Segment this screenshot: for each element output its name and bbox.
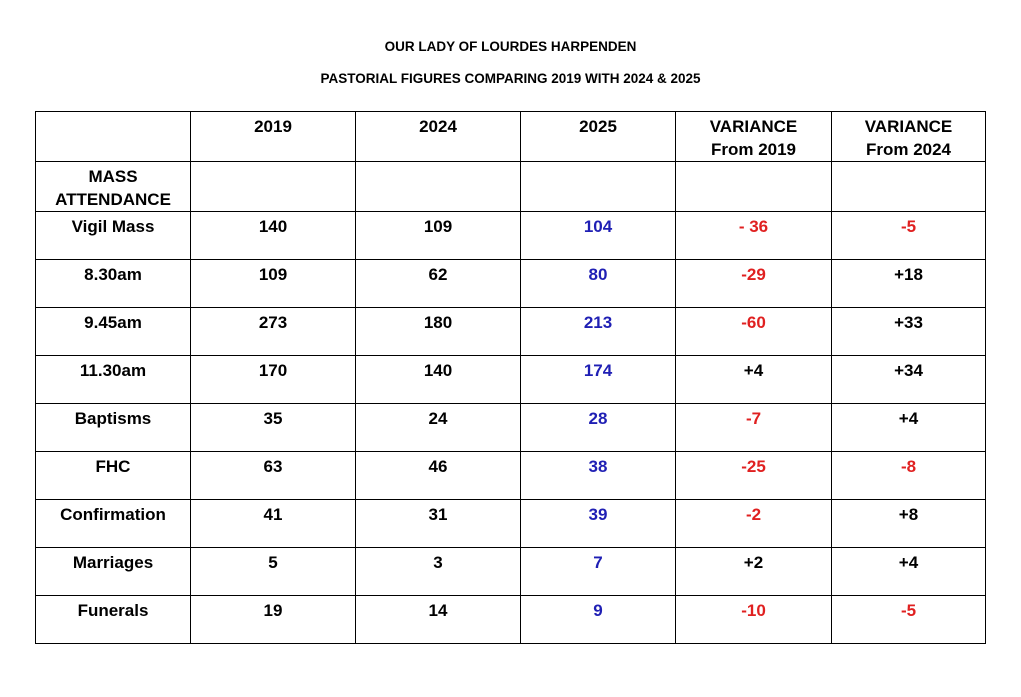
cell: 109 <box>355 211 521 260</box>
cell: +8 <box>831 499 986 548</box>
table-row: 11.30am 170 140 174 +4 +34 <box>35 355 986 404</box>
cell: 14 <box>355 595 521 644</box>
table-row: 8.30am 109 62 80 -29 +18 <box>35 259 986 308</box>
cell: +34 <box>831 355 986 404</box>
cell: -5 <box>831 211 986 260</box>
table-row: Funerals 19 14 9 -10 -5 <box>35 595 986 644</box>
cell: 28 <box>520 403 676 452</box>
cell: -5 <box>831 595 986 644</box>
table-row: Marriages 5 3 7 +2 +4 <box>35 547 986 596</box>
cell: +4 <box>831 547 986 596</box>
row-label: 11.30am <box>35 355 191 404</box>
header-row: 2019 2024 2025 VARIANCE From 2019 VARIANCE F… <box>35 111 986 162</box>
column-header <box>35 111 191 162</box>
cell: +33 <box>831 307 986 356</box>
table-row: Vigil Mass 140 109 104- 36 -5 <box>35 211 986 260</box>
cell: 35 <box>190 403 356 452</box>
cell: +4 <box>675 355 832 404</box>
row-label: Marriages <box>35 547 191 596</box>
cell: 174 <box>520 355 676 404</box>
cell: 109 <box>190 259 356 308</box>
cell: 213 <box>520 307 676 356</box>
cell: 62 <box>355 259 521 308</box>
cell: 180 <box>355 307 521 356</box>
cell: -60 <box>675 307 832 356</box>
cell: 38 <box>520 451 676 500</box>
table-row: FHC 63 46 38 -25 -8 <box>35 451 986 500</box>
cell: 39 <box>520 499 676 548</box>
cell <box>190 161 356 212</box>
column-header: 2019 <box>190 111 356 162</box>
cell: 140 <box>355 355 521 404</box>
row-label: FHC <box>35 451 191 500</box>
table-row: Baptisms 35 24 28 -7 +4 <box>35 403 986 452</box>
cell <box>520 161 676 212</box>
cell: 140 <box>190 211 356 260</box>
row-label: 9.45am <box>35 307 191 356</box>
cell <box>831 161 986 212</box>
table-row: Confirmation 41 31 39 -2 +8 <box>35 499 986 548</box>
cell: 46 <box>355 451 521 500</box>
column-header: VARIANCE From 2019 <box>675 111 832 162</box>
cell: -2 <box>675 499 832 548</box>
cell <box>355 161 521 212</box>
table-row: 9.45am 273 180 213 -60 +33 <box>35 307 986 356</box>
cell: 80 <box>520 259 676 308</box>
row-label: Funerals <box>35 595 191 644</box>
cell: 7 <box>520 547 676 596</box>
row-label: 8.30am <box>35 259 191 308</box>
cell: +2 <box>675 547 832 596</box>
row-label: Vigil Mass <box>35 211 191 260</box>
cell: 3 <box>355 547 521 596</box>
cell: 5 <box>190 547 356 596</box>
cell: 63 <box>190 451 356 500</box>
cell: -10 <box>675 595 832 644</box>
cell: -8 <box>831 451 986 500</box>
cell: - 36 <box>675 211 832 260</box>
cell: 19 <box>190 595 356 644</box>
row-label: Baptisms <box>35 403 191 452</box>
table-row: MASS ATTENDANCE <box>35 161 986 212</box>
cell: 273 <box>190 307 356 356</box>
cell: 24 <box>355 403 521 452</box>
cell: +4 <box>831 403 986 452</box>
column-header: 2024 <box>355 111 521 162</box>
cell: +18 <box>831 259 986 308</box>
cell: 170 <box>190 355 356 404</box>
row-label: Confirmation <box>35 499 191 548</box>
column-header: VARIANCE From 2024 <box>831 111 986 162</box>
cell: 9 <box>520 595 676 644</box>
cell: -7 <box>675 403 832 452</box>
cell: 104 <box>520 211 676 260</box>
cell <box>675 161 832 212</box>
title: OUR LADY OF LOURDES HARPENDEN <box>384 39 637 54</box>
row-label: MASS ATTENDANCE <box>35 161 191 212</box>
subtitle: PASTORIAL FIGURES COMPARING 2019 WITH 20… <box>320 71 701 86</box>
pastoral-table: 2019 2024 2025 VARIANCE From 2019 VARIANCE F… <box>35 111 986 644</box>
column-header: 2025 <box>520 111 676 162</box>
cell: 31 <box>355 499 521 548</box>
cell: -29 <box>675 259 832 308</box>
cell: 41 <box>190 499 356 548</box>
cell: -25 <box>675 451 832 500</box>
